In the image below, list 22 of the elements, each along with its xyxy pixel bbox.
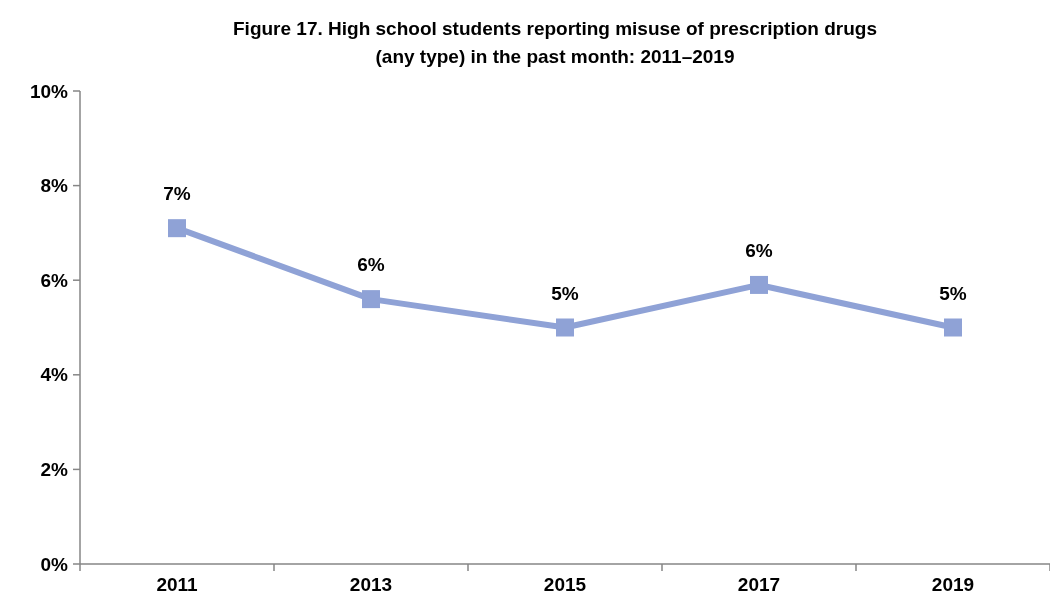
point <box>362 290 380 309</box>
data-label: 5% <box>551 282 579 304</box>
data-label: 6% <box>745 239 773 261</box>
point <box>168 219 186 238</box>
y-tick-label: 0% <box>40 553 69 575</box>
y-tick-label: 4% <box>40 364 69 386</box>
data-label: 5% <box>939 282 967 304</box>
data-label: 7% <box>163 183 191 205</box>
point <box>944 318 962 337</box>
y-tick-label: 2% <box>40 459 69 481</box>
y-tick-label: 10% <box>29 80 69 102</box>
x-tick-label: 2019 <box>931 574 975 595</box>
point <box>750 275 768 294</box>
x-tick-label: 2013 <box>349 574 393 595</box>
y-tick-label: 6% <box>40 269 69 291</box>
data-label: 6% <box>357 254 385 276</box>
y-tick-label: 8% <box>40 175 69 197</box>
x-tick-label: 2017 <box>737 574 781 595</box>
x-tick-label: 2011 <box>156 574 199 595</box>
chart-title: Figure 17. High school students reporting misuse of prescription drugs (any type) in the past month: 2011–2019 <box>233 18 877 67</box>
x-tick-label: 2015 <box>543 574 587 595</box>
point <box>556 318 574 337</box>
